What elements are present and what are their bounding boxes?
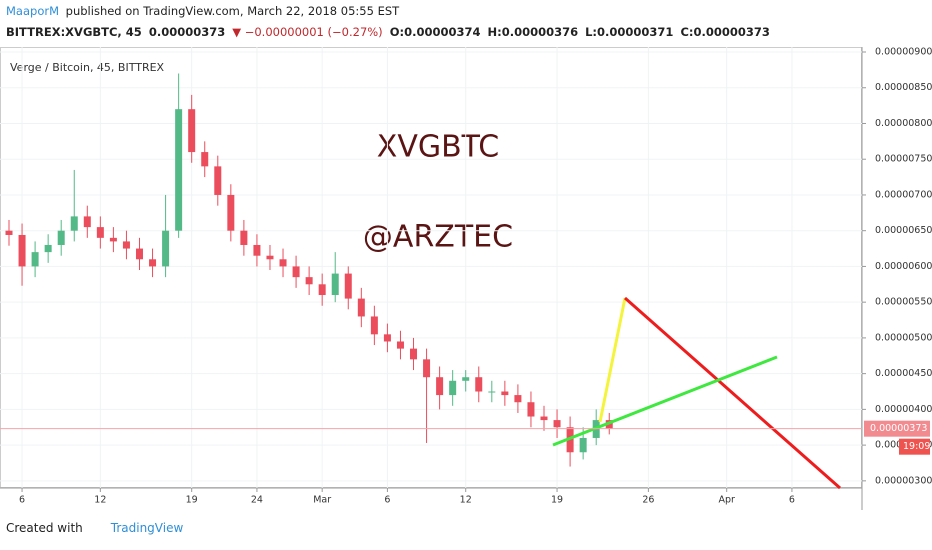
drawn-line bbox=[624, 296, 841, 490]
candle-body bbox=[175, 109, 183, 231]
drawn-line bbox=[552, 355, 778, 447]
candle-body bbox=[5, 230, 13, 235]
candle-body bbox=[501, 391, 509, 396]
candle-body bbox=[227, 194, 235, 231]
last-price-label: 0.00000373 bbox=[870, 423, 927, 434]
candle-body bbox=[527, 402, 535, 417]
candle-body bbox=[410, 348, 418, 360]
candle-body bbox=[266, 255, 274, 260]
publish-line: MaaporM published on TradingView.com, Ma… bbox=[6, 4, 402, 18]
y-tick-label: 0.00000300 bbox=[875, 475, 932, 486]
y-tick-label: 0.00000550 bbox=[875, 297, 932, 308]
candle-body bbox=[122, 241, 130, 249]
close-label: C:0.00000373 bbox=[680, 25, 770, 39]
chart: Verge / Bitcoin, 45, BITTREX XVGBTC @ARZ… bbox=[0, 47, 932, 510]
chart-title: Verge / Bitcoin, 45, BITTREX bbox=[10, 61, 165, 74]
footer: Created with TradingView bbox=[6, 521, 183, 535]
y-tick-label: 0.00000650 bbox=[875, 225, 932, 236]
annotation: @ARZTEC bbox=[363, 220, 513, 255]
y-tick-label: 0.00000800 bbox=[875, 118, 932, 129]
candle-body bbox=[149, 259, 157, 267]
x-tick-label: Apr bbox=[718, 495, 735, 506]
candle-body bbox=[109, 237, 117, 242]
y-tick-label: 0.00000900 bbox=[875, 47, 932, 58]
x-tick-label: 19 bbox=[551, 495, 563, 506]
candle-body bbox=[475, 377, 483, 392]
candle-body bbox=[449, 380, 457, 396]
candle-body bbox=[514, 395, 522, 403]
candle-body bbox=[70, 216, 78, 231]
countdown: 19:09 bbox=[903, 441, 930, 452]
x-tick-label: 6 bbox=[384, 495, 390, 506]
candle-body bbox=[488, 391, 496, 393]
candle-body bbox=[253, 244, 261, 256]
y-tick-label: 0.00000750 bbox=[875, 154, 932, 165]
candle-body bbox=[436, 377, 444, 396]
candle-body bbox=[462, 377, 470, 381]
y-tick-label: 0.00000700 bbox=[875, 189, 932, 200]
y-tick-label: 0.00000400 bbox=[875, 404, 932, 415]
candle-body bbox=[579, 437, 587, 453]
drawn-line bbox=[598, 297, 627, 423]
change: ▼ −0.00000001 (−0.27%) bbox=[232, 25, 383, 39]
candle-body bbox=[31, 252, 39, 267]
y-tick-label: 0.00000450 bbox=[875, 368, 932, 379]
x-tick-label: 6 bbox=[789, 495, 795, 506]
candle-body bbox=[240, 230, 248, 245]
candle-body bbox=[292, 266, 300, 278]
candle-body bbox=[423, 359, 431, 378]
publish-info: published on TradingView.com, March 22, … bbox=[62, 4, 400, 18]
candle-body bbox=[201, 152, 209, 167]
candle-body bbox=[383, 334, 391, 342]
candle-body bbox=[279, 259, 287, 267]
low-label: L:0.00000371 bbox=[585, 25, 674, 39]
x-tick-label: 26 bbox=[642, 495, 654, 506]
candle-body bbox=[135, 248, 143, 260]
symbol: BITTREX:XVGBTC, 45 bbox=[6, 25, 142, 39]
candle-body bbox=[162, 230, 170, 267]
footer-text: Created with bbox=[6, 521, 83, 535]
y-tick-label: 0.00000600 bbox=[875, 261, 932, 272]
candle-body bbox=[188, 109, 196, 153]
quote-line: BITTREX:XVGBTC, 45 0.00000373 ▼ −0.00000… bbox=[6, 25, 773, 39]
x-tick-label: 19 bbox=[186, 495, 198, 506]
countdown-box bbox=[899, 438, 930, 455]
candle-body bbox=[18, 234, 26, 267]
candle-body bbox=[396, 341, 404, 349]
candle-body bbox=[318, 284, 326, 296]
candle-body bbox=[553, 420, 561, 428]
y-tick-label: 0.00000850 bbox=[875, 82, 932, 93]
x-tick-label: 24 bbox=[251, 495, 263, 506]
last-price-box bbox=[864, 420, 930, 437]
x-tick-label: 12 bbox=[94, 495, 106, 506]
plot-frame bbox=[0, 47, 862, 488]
candle-body bbox=[214, 166, 222, 195]
high-label: H:0.00000376 bbox=[487, 25, 579, 39]
candle-body bbox=[344, 273, 352, 299]
x-tick-label: Mar bbox=[313, 495, 331, 506]
candle-body bbox=[370, 316, 378, 335]
candle-body bbox=[357, 298, 365, 317]
last: 0.00000373 bbox=[148, 25, 226, 39]
annotation: XVGBTC bbox=[377, 130, 499, 165]
x-tick-label: 12 bbox=[460, 495, 472, 506]
candle-body bbox=[57, 230, 65, 245]
open-label: O:0.00000374 bbox=[389, 25, 481, 39]
candle-body bbox=[96, 227, 104, 238]
tradingview-link[interactable]: TradingView bbox=[110, 521, 184, 535]
y-tick-label: 0.00000500 bbox=[875, 332, 932, 343]
author[interactable]: MaaporM bbox=[6, 4, 60, 18]
candle-body bbox=[44, 244, 52, 253]
x-tick-label: 6 bbox=[19, 495, 25, 506]
candle-body bbox=[540, 416, 548, 421]
candle-body bbox=[331, 273, 339, 296]
candle-body bbox=[305, 277, 313, 285]
candle-body bbox=[83, 216, 91, 228]
